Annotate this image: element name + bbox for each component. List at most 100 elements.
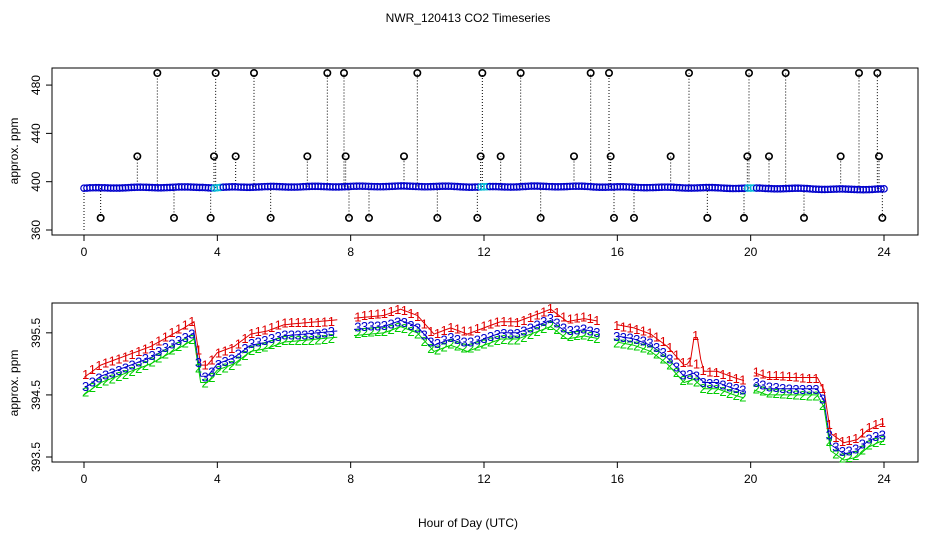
series-1-marker: 1: [766, 368, 773, 383]
series-1-marker: 1: [573, 310, 580, 325]
series-2-marker: 2: [620, 337, 627, 352]
series-1-line: [83, 308, 884, 444]
series-3-marker: 3: [766, 380, 773, 395]
series-1-marker: 1: [812, 371, 819, 386]
series-1-marker: 1: [89, 362, 96, 377]
series-1-marker: 1: [846, 433, 853, 448]
series-2-marker: 2: [567, 329, 574, 344]
series-3-marker: 3: [102, 368, 109, 383]
series-3-marker: 3: [301, 327, 308, 342]
series-2-marker: 2: [547, 318, 554, 333]
series-1-marker: 1: [235, 336, 242, 351]
series-3-marker: 3: [487, 329, 494, 344]
series-3-marker: 3: [115, 363, 122, 378]
series-1-marker: 1: [547, 301, 554, 316]
series-3-marker: 3: [533, 317, 540, 332]
series-3-marker: 3: [646, 336, 653, 351]
series-3-marker: 3: [414, 320, 421, 335]
series-2-marker: 2: [454, 339, 461, 354]
top-x-tick-label: 8: [347, 245, 354, 259]
outlier-point: [96, 213, 105, 222]
series-3-marker: 3: [567, 323, 574, 338]
series-1-marker: 1: [115, 352, 122, 367]
bottom-x-tick-label: 8: [347, 472, 354, 486]
outlier-point: [413, 69, 422, 78]
series-2-marker: 2: [573, 328, 580, 343]
series-2-marker: 2: [314, 333, 321, 348]
series-1-marker: 1: [441, 323, 448, 338]
series-2-marker: 2: [846, 450, 853, 465]
series-1-marker: 1: [95, 358, 102, 373]
series-3-marker: 3: [772, 380, 779, 395]
series-2-marker: 2: [673, 365, 680, 380]
series-1-marker: 1: [301, 315, 308, 330]
series-3-marker: 3: [421, 327, 428, 342]
series-2-marker: 2: [514, 333, 521, 348]
series-1-marker: 1: [733, 371, 740, 386]
series-1-marker: 1: [228, 341, 235, 356]
series-2-marker: 2: [706, 382, 713, 397]
series-3-marker: 3: [699, 375, 706, 390]
top-x-tick-label: 20: [744, 245, 758, 259]
series-3-marker: 3: [314, 326, 321, 341]
series-1-marker: 1: [852, 431, 859, 446]
series-1-marker: 1: [308, 315, 315, 330]
top-x-tick-label: 0: [81, 245, 88, 259]
series-1-marker: 1: [328, 314, 335, 329]
series-3-marker: 3: [221, 354, 228, 369]
series-1-marker: 1: [699, 363, 706, 378]
series-1-marker: 1: [447, 320, 454, 335]
series-1-marker: 1: [799, 370, 806, 385]
series-1-marker: 1: [587, 311, 594, 326]
series-1-marker: 1: [142, 341, 149, 356]
series-2-marker: 2: [560, 327, 567, 342]
series-2-marker: 2: [779, 386, 786, 401]
series-1-marker: 1: [434, 326, 441, 341]
series-1-marker: 1: [507, 315, 514, 330]
series-3-marker: 3: [122, 360, 129, 375]
series-1-marker: 1: [82, 367, 89, 382]
bottom-y-tick-label: 395.5: [29, 317, 43, 347]
series-3-marker: 3: [859, 437, 866, 452]
series-1-marker: 1: [673, 347, 680, 362]
series-2-marker: 2: [540, 321, 547, 336]
series-3-marker: 3: [202, 370, 209, 385]
series-1-marker: 1: [414, 309, 421, 324]
series-2-marker: 2: [753, 381, 760, 396]
series-3-marker: 3: [208, 364, 215, 379]
series-1-marker: 1: [859, 425, 866, 440]
series-3-marker: 3: [129, 357, 136, 372]
series-2-marker: 2: [580, 327, 587, 342]
series-2-marker: 2: [288, 333, 295, 348]
series-1-marker: 1: [374, 306, 381, 321]
series-2-marker: 2: [766, 385, 773, 400]
series-2-marker: 2: [241, 348, 248, 363]
series-2-marker: 2: [852, 448, 859, 463]
outlier-point: [878, 213, 887, 222]
series-1-marker: 1: [620, 319, 627, 334]
outlier-point: [799, 213, 808, 222]
series-3-marker: 3: [95, 370, 102, 385]
outlier-point: [703, 213, 712, 222]
outlier-point: [211, 69, 220, 78]
series-2-marker: 2: [401, 321, 408, 336]
series-3-marker: 3: [480, 331, 487, 346]
series-3-marker: 3: [407, 318, 414, 333]
series-3-marker: 3: [865, 432, 872, 447]
series-3-marker: 3: [733, 381, 740, 396]
series-2-marker: 2: [839, 451, 846, 466]
series-1-marker: 1: [321, 315, 328, 330]
series-2-marker: 2: [474, 338, 481, 353]
series-1-marker: 1: [155, 334, 162, 349]
series-3-marker: 3: [248, 336, 255, 351]
series-2-marker: 2: [693, 374, 700, 389]
top-y-tick-label: 400: [29, 171, 43, 191]
series-2-marker: 2: [726, 386, 733, 401]
series-1-marker: 1: [387, 304, 394, 319]
baseline-point: [877, 185, 885, 193]
top-y-tick-label: 480: [29, 75, 43, 95]
series-1-marker: 1: [261, 322, 268, 337]
series-3-marker: 3: [719, 377, 726, 392]
series-3-marker: 3: [255, 334, 262, 349]
series-1-marker: 1: [653, 330, 660, 345]
